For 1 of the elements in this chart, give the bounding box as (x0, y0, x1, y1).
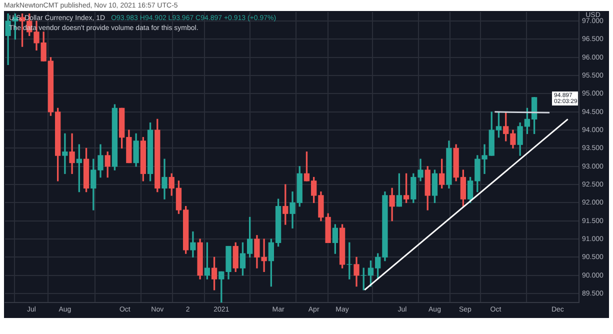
candlestick (62, 133, 68, 174)
